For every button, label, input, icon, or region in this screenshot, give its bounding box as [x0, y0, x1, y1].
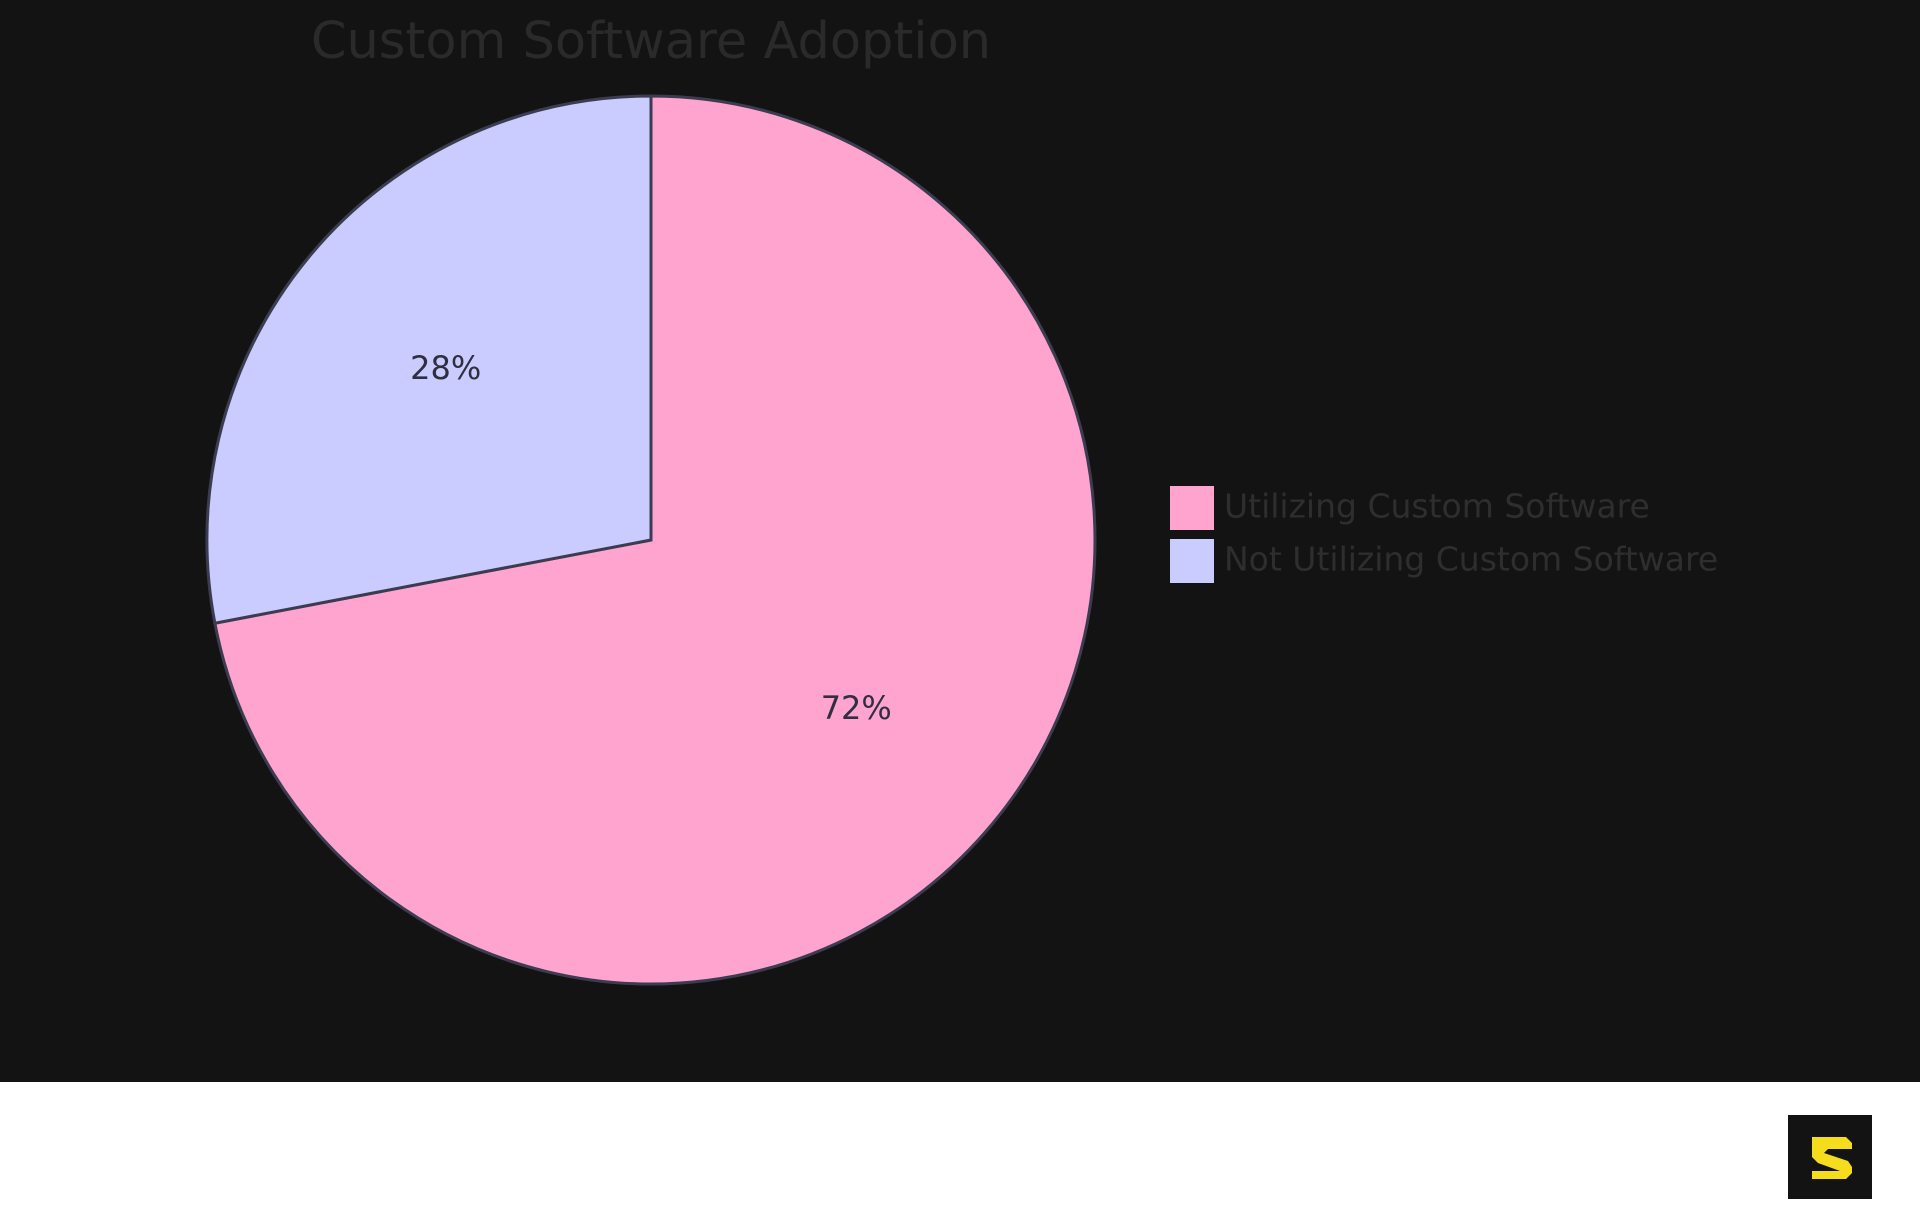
- legend-label-0: Utilizing Custom Software: [1224, 487, 1650, 526]
- legend-swatch-0: [1170, 486, 1214, 530]
- slice-value-label-0: 72%: [821, 689, 892, 727]
- chart-area: Custom Software Adoption 72% 28% Utilizin…: [0, 0, 1920, 1082]
- pie-slice-0: [213, 94, 1097, 986]
- pie-slice-1: [205, 94, 653, 625]
- legend-label-1: Not Utilizing Custom Software: [1224, 540, 1718, 579]
- legend-swatch-1: [1170, 539, 1214, 583]
- pie-slices: [205, 94, 1097, 986]
- pie-chart: Custom Software Adoption 72% 28% Utilizin…: [205, 12, 1718, 986]
- legend: Utilizing Custom Software Not Utilizing C…: [1170, 486, 1718, 583]
- chart-title: Custom Software Adoption: [311, 12, 991, 71]
- s-logo-icon: [1788, 1115, 1872, 1199]
- pie-slice-labels: 72% 28%: [410, 349, 892, 727]
- footer: [0, 1082, 1920, 1215]
- slice-value-label-1: 28%: [410, 349, 481, 387]
